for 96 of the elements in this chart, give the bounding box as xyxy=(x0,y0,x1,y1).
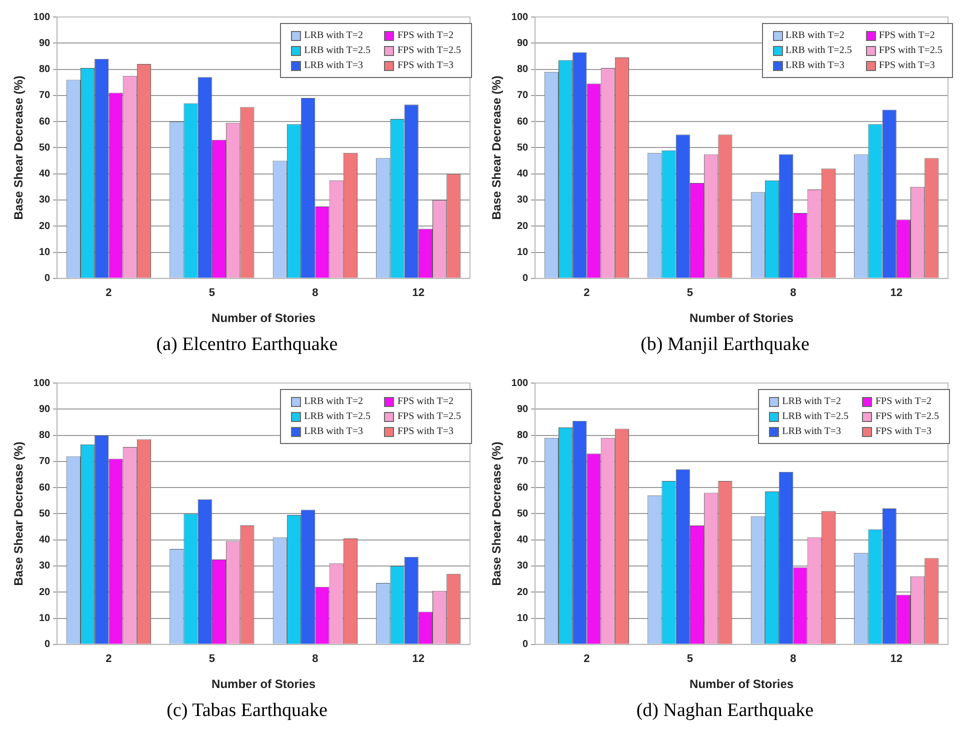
legend-label: LRB with T=2.5 xyxy=(786,45,852,56)
y-tick-label: 60 xyxy=(516,482,529,494)
y-tick-label: 10 xyxy=(516,247,529,258)
x-tick-label: 2 xyxy=(584,287,590,300)
y-tick-label: 40 xyxy=(38,534,51,546)
y-tick-label: 10 xyxy=(516,613,529,624)
y-tick-label: 80 xyxy=(516,64,529,76)
y-tick-label: 0 xyxy=(44,639,51,650)
legend-label: FPS with T=2 xyxy=(875,396,932,407)
y-tick-label: 10 xyxy=(38,247,51,258)
y-tick-label: 60 xyxy=(516,116,529,128)
x-tick-label: 2 xyxy=(106,653,112,666)
x-tick-label: 5 xyxy=(686,653,693,666)
y-tick-label: 20 xyxy=(516,586,529,598)
x-tick-label: 8 xyxy=(312,653,318,666)
x-tick-label: 8 xyxy=(790,653,796,666)
legend-label: FPS with T=2.5 xyxy=(397,45,461,56)
x-axis-title: Number of Stories xyxy=(212,311,316,326)
legend-label: LRB with T=3 xyxy=(304,60,363,71)
text: (b) Manjil Earthquake xyxy=(640,334,810,356)
y-tick-label: 20 xyxy=(516,220,529,232)
legend-label: FPS with T=3 xyxy=(397,426,454,437)
y-tick-label: 50 xyxy=(516,142,529,154)
x-tick-label: 5 xyxy=(208,653,215,666)
legend-label: LRB with T=2.5 xyxy=(304,45,370,56)
y-tick-label: 30 xyxy=(38,560,51,572)
y-tick-label: 20 xyxy=(38,220,51,232)
y-tick-label: 30 xyxy=(516,194,529,206)
y-tick-label: 100 xyxy=(511,12,529,23)
y-tick-label: 50 xyxy=(38,508,51,520)
y-tick-label: 70 xyxy=(38,456,51,468)
y-tick-label: 90 xyxy=(516,404,529,415)
y-tick-label: 0 xyxy=(44,273,51,284)
y-tick-label: 80 xyxy=(38,64,51,76)
text: (a) Elcentro Earthquake xyxy=(155,334,339,356)
y-axis-title: Base Shear Decrease (%) xyxy=(490,76,504,220)
x-axis-title: Number of Stories xyxy=(690,311,794,326)
legend-label: FPS with T=2 xyxy=(397,30,454,41)
y-tick-label: 80 xyxy=(516,430,529,442)
y-tick-label: 90 xyxy=(38,38,51,49)
x-tick-label: 12 xyxy=(890,287,903,300)
y-tick-label: 10 xyxy=(38,613,51,624)
y-tick-label: 90 xyxy=(516,38,529,49)
y-tick-label: 90 xyxy=(38,404,51,415)
legend-label: LRB with T=2 xyxy=(786,30,844,41)
x-tick-label: 12 xyxy=(412,287,425,300)
legend-label: FPS with T=2 xyxy=(878,30,935,41)
y-tick-label: 100 xyxy=(33,12,51,23)
legend-label: LRB with T=3 xyxy=(782,426,841,437)
legend-label: FPS with T=3 xyxy=(878,60,935,71)
legend-label: LRB with T=2 xyxy=(782,396,841,407)
y-axis-title: Base Shear Decrease (%) xyxy=(12,76,26,220)
legend-label: FPS with T=2 xyxy=(397,396,454,407)
y-tick-label: 70 xyxy=(516,90,529,102)
legend-label: LRB with T=3 xyxy=(786,60,844,71)
x-axis-title: Number of Stories xyxy=(690,677,794,692)
y-axis-title: Base Shear Decrease (%) xyxy=(490,442,504,586)
y-tick-label: 50 xyxy=(516,508,529,520)
x-tick-label: 8 xyxy=(790,287,796,300)
y-tick-label: 40 xyxy=(38,168,51,180)
x-tick-label: 5 xyxy=(686,287,693,300)
x-tick-label: 5 xyxy=(208,287,215,300)
y-tick-label: 50 xyxy=(38,142,51,154)
legend-label: FPS with T=2.5 xyxy=(397,411,461,422)
x-tick-label: 12 xyxy=(890,653,903,666)
y-tick-label: 30 xyxy=(38,194,51,206)
x-tick-label: 8 xyxy=(312,287,318,300)
legend-label: FPS with T=3 xyxy=(875,426,932,437)
y-tick-label: 100 xyxy=(33,378,51,389)
text: (d) Naghan Earthquake xyxy=(635,700,815,722)
y-tick-label: 60 xyxy=(38,482,51,494)
legend-label: LRB with T=3 xyxy=(304,426,363,437)
legend-label: LRB with T=2 xyxy=(304,396,363,407)
y-tick-label: 40 xyxy=(516,168,529,180)
legend-label: FPS with T=2.5 xyxy=(878,45,942,56)
legend-label: FPS with T=2.5 xyxy=(875,411,939,422)
y-tick-label: 40 xyxy=(516,534,529,546)
y-tick-label: 100 xyxy=(511,378,529,389)
text: (c) Tabas Earthquake xyxy=(166,700,328,722)
x-tick-label: 2 xyxy=(584,653,590,666)
legend-label: LRB with T=2.5 xyxy=(304,411,370,422)
legend-label: LRB with T=2.5 xyxy=(782,411,848,422)
x-axis-title: Number of Stories xyxy=(212,677,316,692)
x-tick-label: 2 xyxy=(106,287,112,300)
y-tick-label: 0 xyxy=(522,639,529,650)
y-tick-label: 60 xyxy=(38,116,51,128)
y-tick-label: 70 xyxy=(38,90,51,102)
y-tick-label: 20 xyxy=(38,586,51,598)
y-axis-title: Base Shear Decrease (%) xyxy=(12,442,26,586)
y-tick-label: 80 xyxy=(38,430,51,442)
legend-label: FPS with T=3 xyxy=(397,60,454,71)
y-tick-label: 30 xyxy=(516,560,529,572)
y-tick-label: 70 xyxy=(516,456,529,468)
x-tick-label: 12 xyxy=(412,653,425,666)
y-tick-label: 0 xyxy=(522,273,529,284)
legend-label: LRB with T=2 xyxy=(304,30,363,41)
